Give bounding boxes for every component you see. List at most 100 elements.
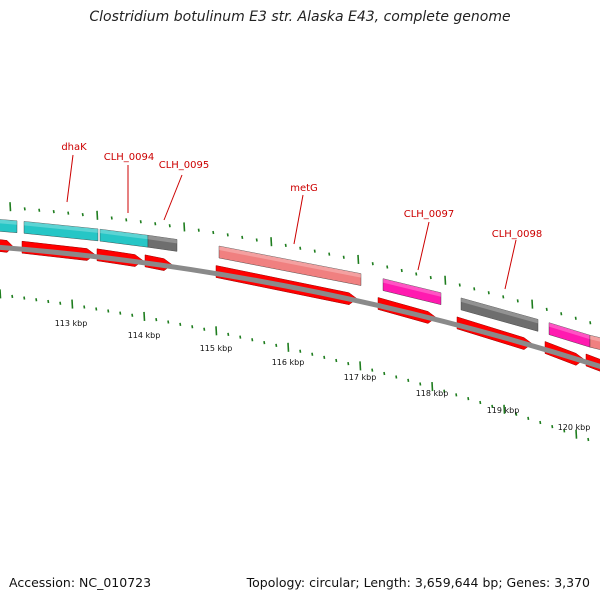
gene-feature-bar — [589, 334, 600, 350]
gene-label-CLH_0094[interactable]: CLH_0094 — [104, 152, 155, 163]
inner-tick — [479, 400, 482, 405]
outer-tick — [574, 316, 577, 320]
map-title: Clostridium botulinum E3 str. Alaska E43… — [89, 9, 511, 25]
metG-label-line — [293, 194, 304, 245]
outer-tick — [386, 265, 389, 269]
outer-tick — [81, 213, 84, 217]
gene-label-CLH_0097[interactable]: CLH_0097 — [404, 209, 455, 220]
gene-label-CLH_0098[interactable]: CLH_0098 — [492, 229, 543, 240]
outer-tick — [139, 220, 142, 224]
outer-tick — [415, 272, 418, 276]
outer-tick — [168, 224, 171, 228]
outer-tick — [183, 222, 186, 232]
gene-feature-bar — [218, 245, 362, 286]
outer-tick — [531, 299, 534, 309]
inner-tick — [155, 318, 158, 322]
accession-text: Accession: NC_010723 — [9, 575, 152, 590]
outer-tick — [67, 211, 70, 215]
gene-label-metG[interactable]: metG — [290, 183, 318, 194]
gene-label-dhaK[interactable]: dhaK — [61, 142, 87, 153]
inner-tick — [431, 382, 434, 392]
outer-tick — [328, 252, 331, 256]
inner-tick — [131, 313, 134, 317]
feature-track — [0, 219, 600, 350]
feature-highlight — [461, 297, 538, 324]
feature-highlight — [549, 322, 590, 340]
outer-tick — [429, 275, 432, 280]
outer-tick — [502, 295, 505, 299]
gene-labels: dhaK CLH_0094 CLH_0095 metG CLH_0097 CLH… — [61, 142, 543, 290]
outer-tick — [545, 307, 548, 312]
kbp-label-116: 116 kbp — [272, 358, 305, 367]
inner-tick — [107, 309, 110, 313]
kbp-label-118: 118 kbp — [416, 389, 449, 398]
kbp-scale-labels: 113 kbp 114 kbp 115 kbp 116 kbp 117 kbp … — [55, 319, 591, 432]
inner-tick — [443, 389, 446, 393]
gene-feature-bar — [382, 278, 442, 305]
outer-tick — [458, 283, 461, 287]
inner-tick — [323, 355, 326, 359]
inner-tick — [515, 412, 518, 416]
outer-tick — [197, 228, 200, 232]
inner-tick — [23, 296, 26, 300]
gene-label-CLH_0095[interactable]: CLH_0095 — [159, 160, 210, 171]
inner-tick — [119, 311, 122, 315]
CLH_0098-label-line — [504, 239, 517, 290]
inner-tick — [287, 342, 290, 352]
inner-tick-track — [0, 289, 590, 442]
gene-feature-bar — [23, 221, 99, 242]
outer-tick — [212, 230, 215, 235]
gene-feature-bar — [460, 297, 539, 332]
inner-tick — [587, 437, 590, 442]
inner-tick — [59, 301, 62, 305]
inner-tick — [251, 338, 254, 342]
outer-tick — [313, 249, 316, 253]
feature-highlight — [0, 219, 17, 225]
inner-tick — [167, 320, 170, 324]
outer-tick-track — [9, 202, 592, 325]
feature-highlight — [590, 335, 600, 342]
inner-tick — [203, 327, 206, 331]
feature-highlight — [219, 246, 361, 278]
inner-tick — [419, 382, 422, 386]
outer-tick — [444, 275, 447, 285]
inner-tick — [263, 340, 266, 345]
outer-tick — [270, 237, 273, 247]
inner-tick — [0, 289, 2, 299]
inner-tick — [467, 397, 470, 401]
outer-tick — [560, 312, 563, 316]
inner-tick — [239, 335, 242, 339]
inner-tick — [335, 358, 338, 363]
outer-tick — [226, 233, 229, 237]
outer-tick — [371, 262, 374, 266]
outer-tick — [9, 202, 12, 212]
inner-tick — [491, 404, 494, 408]
CLH_0095-label-line — [163, 174, 183, 221]
outer-tick — [357, 254, 360, 264]
inner-tick — [71, 299, 74, 309]
kbp-label-117: 117 kbp — [344, 373, 377, 382]
inner-tick — [575, 429, 578, 439]
outer-tick — [241, 235, 244, 240]
inner-tick — [215, 326, 218, 336]
inner-tick — [347, 362, 350, 366]
outer-tick — [52, 209, 55, 214]
inner-tick — [407, 378, 410, 383]
inner-tick — [143, 311, 146, 321]
inner-tick — [551, 425, 554, 429]
outer-tick — [96, 210, 99, 220]
inner-tick — [179, 322, 182, 326]
outer-tick — [589, 321, 592, 325]
kbp-label-114: 114 kbp — [128, 331, 161, 340]
outer-tick — [342, 255, 345, 259]
feature-highlight — [100, 229, 148, 240]
outer-tick — [473, 287, 476, 291]
outer-tick — [516, 299, 519, 303]
inner-tick — [275, 343, 278, 348]
CLH_0097-label-line — [417, 221, 430, 271]
outer-tick — [400, 268, 403, 273]
inner-tick — [383, 371, 386, 376]
topology-text: Topology: circular; Length: 3,659,644 bp… — [246, 575, 590, 590]
inner-tick — [311, 352, 314, 356]
